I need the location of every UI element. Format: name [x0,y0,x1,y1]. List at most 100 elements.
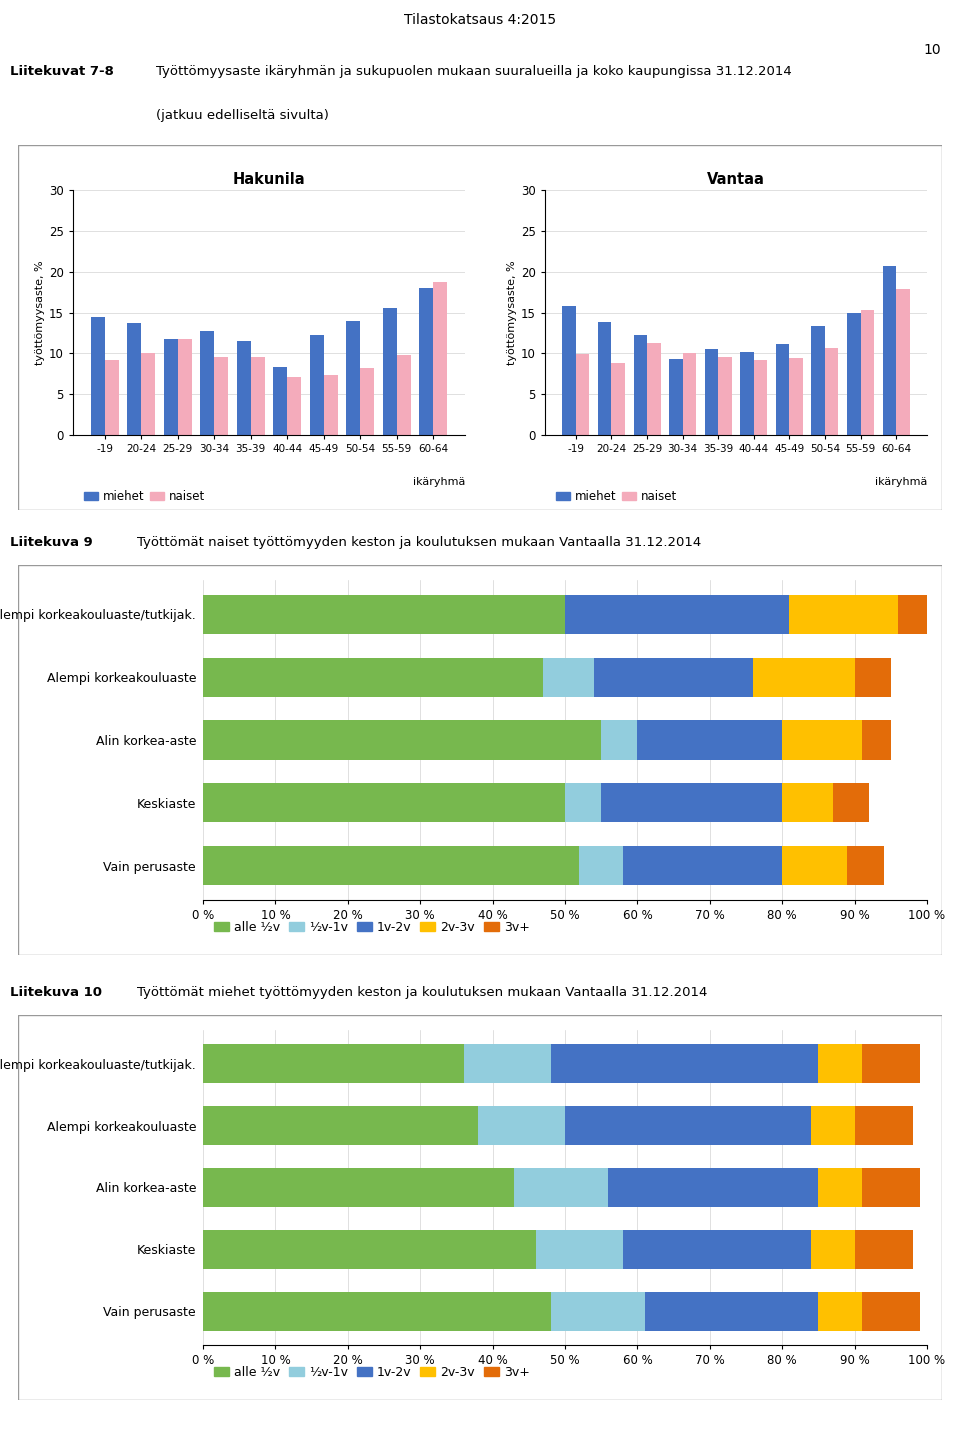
Bar [647,342,660,435]
Bar [360,369,374,435]
Bar [201,331,214,435]
Bar [847,312,860,435]
Bar [669,358,683,435]
Bar [203,1168,515,1207]
Bar [576,354,589,435]
Bar [237,341,251,435]
Bar [580,846,623,885]
Bar [811,326,825,435]
Bar [601,784,782,823]
Bar [515,1168,609,1207]
Bar [164,338,178,435]
Text: ikäryhmä: ikäryhmä [875,476,927,486]
Bar [203,657,543,696]
Text: ikäryhmä: ikäryhmä [413,476,465,486]
Bar [565,784,601,823]
Text: Liitekuva 10: Liitekuva 10 [10,987,102,1000]
Bar [203,1045,464,1082]
Bar [420,287,433,435]
Text: Työttömät miehet työttömyyden keston ja koulutuksen mukaan Vantaalla 31.12.2014: Työttömät miehet työttömyyden keston ja … [137,987,708,1000]
Bar [565,1106,811,1145]
Bar [203,846,580,885]
Bar [882,266,896,435]
Bar [818,1168,862,1207]
Bar [612,363,625,435]
Legend: miehet, naiset: miehet, naiset [551,485,682,508]
Bar [251,357,265,435]
Bar [105,360,119,435]
Bar [203,1106,478,1145]
Bar [782,721,862,759]
Bar [178,338,192,435]
Title: Vantaa: Vantaa [708,173,765,187]
Text: Liitekuvat 7-8: Liitekuvat 7-8 [10,65,114,78]
Bar [274,367,287,435]
Legend: alle ½v, ½v-1v, 1v-2v, 2v-3v, 3v+: alle ½v, ½v-1v, 1v-2v, 2v-3v, 3v+ [209,916,535,939]
Bar [536,1230,623,1268]
Bar [478,1106,565,1145]
Bar [623,1230,811,1268]
Bar [898,595,927,634]
Bar [383,309,396,435]
Title: Hakunila: Hakunila [232,173,305,187]
Bar [91,316,105,435]
Bar [860,311,874,435]
Bar [862,721,891,759]
Text: Tilastokatsaus 4:2015: Tilastokatsaus 4:2015 [404,13,556,28]
Bar [598,322,612,435]
Bar [594,657,754,696]
Bar [854,657,891,696]
Bar [818,1293,862,1331]
Bar [203,721,601,759]
Bar [740,351,754,435]
Bar [811,1230,854,1268]
Bar [543,657,594,696]
Bar [848,846,883,885]
Bar [565,595,789,634]
Bar [310,335,324,435]
Bar [324,374,338,435]
Bar [601,721,637,759]
Y-axis label: työttömyysaste, %: työttömyysaste, % [35,260,45,364]
Text: Liitekuva 9: Liitekuva 9 [10,537,93,550]
Bar [862,1045,920,1082]
Y-axis label: työttömyysaste, %: työttömyysaste, % [507,260,516,364]
Bar [637,721,782,759]
Bar [141,353,156,435]
Bar [203,595,565,634]
Bar [203,1293,550,1331]
Bar [203,784,565,823]
Bar [754,360,767,435]
Bar [782,784,833,823]
Bar [825,348,838,435]
Bar [811,1106,854,1145]
Bar [433,283,447,435]
Bar [718,357,732,435]
Bar [789,358,803,435]
Bar [623,846,782,885]
Bar [214,357,228,435]
Bar [645,1293,818,1331]
Text: Työttömyysaste ikäryhmän ja sukupuolen mukaan suuralueilla ja koko kaupungissa 3: Työttömyysaste ikäryhmän ja sukupuolen m… [156,65,791,78]
Bar [683,354,696,435]
Bar [833,784,869,823]
Bar [464,1045,550,1082]
Bar [287,377,301,435]
Bar [862,1168,920,1207]
Bar [789,595,898,634]
Bar [203,1230,536,1268]
Bar [128,324,141,435]
Bar [854,1106,913,1145]
Bar [396,355,411,435]
Bar [818,1045,862,1082]
Bar [754,657,854,696]
Bar [634,335,647,435]
Bar [563,306,576,435]
Text: (jatkuu edelliseltä sivulta): (jatkuu edelliseltä sivulta) [156,109,328,122]
Bar [347,322,360,435]
Bar [862,1293,920,1331]
Text: 10: 10 [924,44,941,58]
Legend: alle ½v, ½v-1v, 1v-2v, 2v-3v, 3v+: alle ½v, ½v-1v, 1v-2v, 2v-3v, 3v+ [209,1361,535,1384]
Bar [854,1230,913,1268]
Bar [782,846,848,885]
